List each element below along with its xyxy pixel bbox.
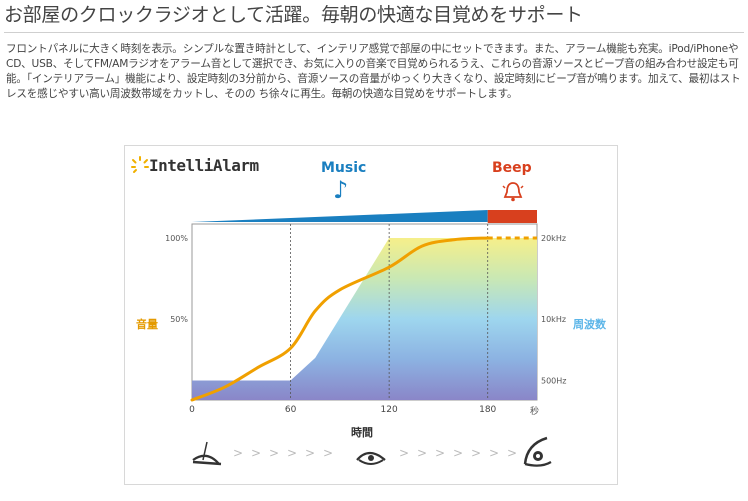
- sun-rays-icon: [131, 156, 149, 173]
- logo-text: IntelliAlarm: [149, 156, 259, 175]
- music-note-icon: ♪: [333, 176, 349, 204]
- chart-grid: [290, 224, 489, 400]
- x-tick-label: 180: [479, 405, 496, 415]
- x-unit-label: 秒: [530, 407, 540, 417]
- chart-ticks: 0 60 120 180 100% 50% 20kHz 10kHz 500Hz: [165, 234, 566, 415]
- volume-curve-line: [190, 236, 490, 402]
- frequency-band-area: [192, 238, 537, 400]
- volume-curve: [190, 236, 537, 402]
- x-tick-label: 60: [285, 405, 297, 415]
- frequency-area: [192, 238, 537, 400]
- y-right-tick-label: 500Hz: [541, 377, 566, 386]
- y-left-tick-label: 50%: [170, 315, 188, 324]
- eye-open-icon: [523, 436, 552, 467]
- y-right-tick-label: 10kHz: [541, 315, 566, 324]
- intellialarm-logo: IntelliAlarm: [131, 152, 271, 182]
- beep-label: Beep: [492, 160, 532, 176]
- y-right-axis-label: 周波数: [573, 318, 606, 331]
- x-tick-label: 0: [189, 405, 195, 415]
- intellialarm-chart: 0 60 120 180 100% 50% 20kHz 10kHz 500Hz: [165, 210, 566, 415]
- page-heading: お部屋のクロックラジオとして活躍。毎朝の快適な目覚めをサポート: [4, 2, 744, 33]
- music-beep-bar: [192, 210, 537, 223]
- y-left-tick-label: 100%: [165, 234, 188, 243]
- bell-icon: [502, 182, 524, 202]
- beep-bar: [487, 210, 537, 223]
- eye-closed-icon: [192, 441, 222, 466]
- music-label: Music: [321, 160, 367, 176]
- x-tick-label: 120: [381, 405, 398, 415]
- y-left-axis-label: 音量: [136, 318, 158, 331]
- description-text: フロントパネルに大きく時刻を表示。シンプルな置き時計として、インテリア感覚で部屋…: [6, 43, 741, 100]
- eye-stages: [192, 436, 552, 467]
- y-right-tick-label: 20kHz: [541, 234, 566, 243]
- x-axis-label: 時間: [351, 426, 373, 439]
- eye-half-icon: [356, 451, 386, 465]
- intellialarm-figure: 0 60 120 180 100% 50% 20kHz 10kHz 500Hz IntelliA…: [124, 145, 618, 485]
- music-ramp-bar: [192, 210, 488, 222]
